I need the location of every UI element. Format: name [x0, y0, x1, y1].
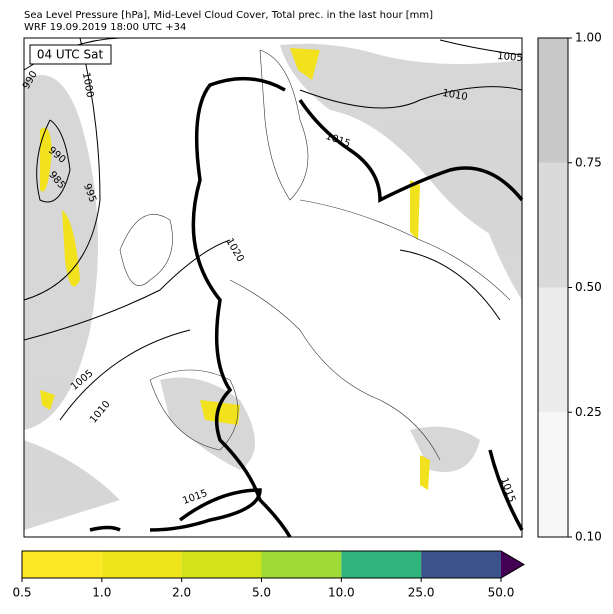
map: 990 1000990985995102010151010100510051010… [21, 37, 524, 538]
colorbar-frame [21, 550, 525, 579]
isobars [23, 37, 523, 421]
colorbar-band [538, 38, 568, 163]
tick-label: 0.10 [575, 530, 602, 544]
tick-label: 5.0 [252, 586, 271, 600]
cloud-areas [24, 43, 522, 530]
colorbar-band [261, 551, 342, 578]
precip-areas [40, 48, 430, 490]
colorbar-band [538, 287, 568, 413]
tick-label: 50.0 [488, 586, 515, 600]
colorbar-band [538, 412, 568, 537]
colorbar-band [101, 551, 182, 578]
tick-label: 0.75 [575, 155, 602, 169]
colorbar-band [181, 551, 262, 578]
tick-label: 10.0 [328, 586, 355, 600]
subtitle: WRF 19.09.2019 18:00 UTC +34 [24, 22, 186, 33]
thick-isobars [89, 76, 524, 538]
colorbar-extend [501, 551, 524, 578]
precip-colorbar: 0.5 1.0 2.0 5.0 10.0 25.0 50.0 [12, 550, 525, 600]
tick-label: 1.0 [92, 586, 111, 600]
time-label-box [29, 44, 112, 65]
title: Sea Level Pressure [hPa], Mid-Level Clou… [24, 10, 433, 21]
cloud-colorbar: 0.10 0.25 0.50 0.75 1.00 [537, 31, 602, 544]
time-label: 04 UTC Sat [37, 48, 104, 62]
colorbar-band [341, 551, 422, 578]
tick-label: 2.0 [172, 586, 191, 600]
tick-label: 0.50 [575, 280, 602, 294]
isobar-label: 1000 [80, 72, 95, 99]
colorbar-band [538, 162, 568, 288]
tick-label: 1.00 [575, 31, 602, 45]
tick-label: 0.25 [575, 405, 602, 419]
tick-label: 0.5 [12, 586, 31, 600]
map-frame [23, 37, 523, 538]
isobar-label: 1010 [441, 88, 468, 103]
tick-label: 25.0 [408, 586, 435, 600]
isobar-label: 1005 [497, 51, 523, 64]
colorbar-band [421, 551, 501, 578]
colorbar-band [22, 551, 102, 578]
coastlines [119, 49, 511, 461]
